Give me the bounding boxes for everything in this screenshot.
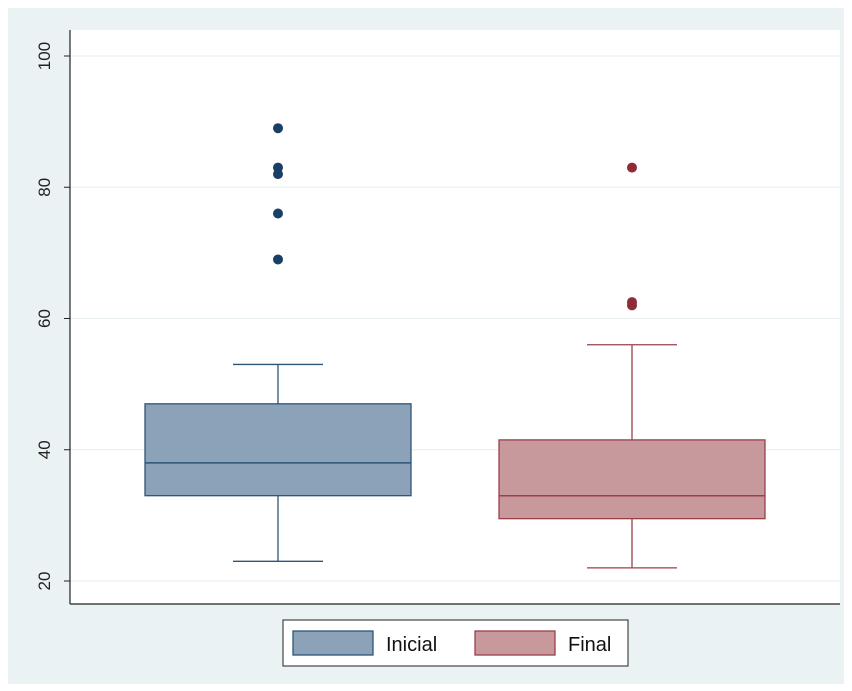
y-tick-label: 40 [35,440,54,459]
chart-background: 20 40 60 80 100 Inicial Final [8,8,844,684]
box-inicial [144,123,412,562]
legend-swatch-inicial [292,630,374,656]
box-iqr [144,403,412,497]
legend-label-inicial: Inicial [386,634,437,656]
outlier-point [273,254,283,265]
y-axis: 20 40 60 80 100 [35,30,840,605]
box-final [498,162,766,569]
outlier-point [627,297,637,308]
y-tick-label: 60 [35,309,54,328]
box-plot-chart: 20 40 60 80 100 Inicial Final [35,30,840,667]
legend-label-final: Final [568,634,611,656]
outlier-point [627,162,637,173]
outlier-point [273,162,283,173]
y-tick-label: 100 [35,42,54,70]
y-tick-label: 20 [35,572,54,591]
outlier-point [273,123,283,134]
legend-swatch-final [474,630,556,656]
boxes-layer [144,123,766,569]
box-iqr [498,439,766,520]
legend: Inicial Final [282,619,629,667]
outlier-point [273,208,283,219]
y-tick-label: 80 [35,178,54,197]
